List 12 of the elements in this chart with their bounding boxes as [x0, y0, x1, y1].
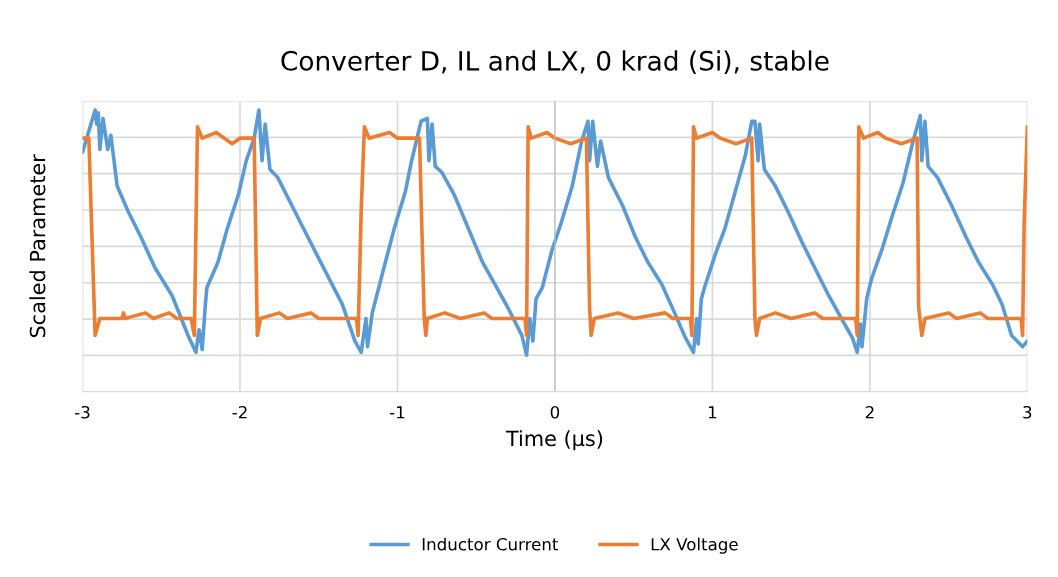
legend-label: LX Voltage	[651, 537, 738, 554]
x-tick-label: 0	[550, 405, 560, 419]
x-tick-label: -1	[389, 406, 405, 419]
chart-title: Converter D, IL and LX, 0 krad (Si), stable	[281, 50, 829, 74]
x-axis-title: Time (µs)	[505, 430, 603, 451]
x-tick-label: -3	[75, 405, 90, 419]
x-tick-label: -2	[232, 405, 247, 419]
x-tick-label: 2	[865, 405, 874, 419]
y-axis-title: Scaled Parameter	[29, 154, 46, 338]
x-tick-label: 1	[708, 406, 717, 419]
legend-label: Inductor Current	[422, 537, 559, 551]
x-tick-label: 3	[1023, 405, 1032, 419]
